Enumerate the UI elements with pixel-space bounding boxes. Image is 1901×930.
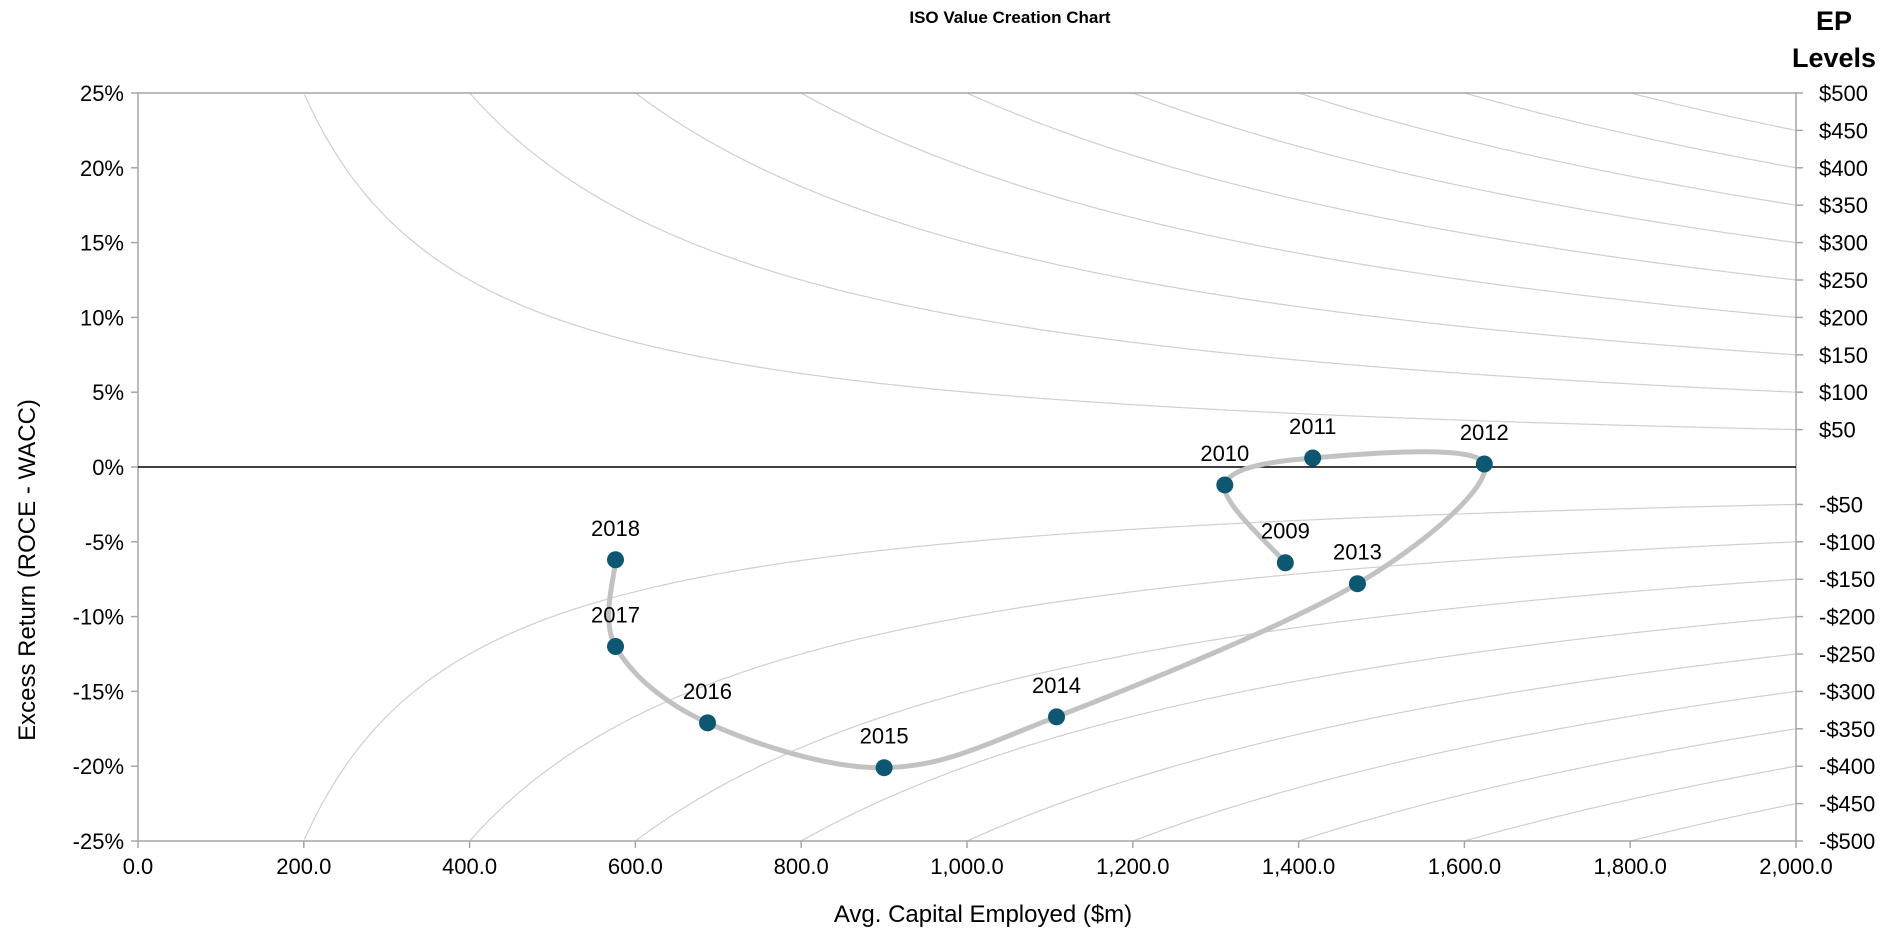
ep-iso-lines (303, 92, 1797, 842)
ep-tick-label: $100 (1819, 380, 1868, 405)
x-tick-label: 1,600.0 (1428, 854, 1501, 879)
ep-iso-line (635, 578, 1797, 842)
ep-tick-label: -$400 (1819, 754, 1875, 779)
data-label-2012: 2012 (1460, 420, 1509, 445)
axes (137, 92, 1797, 842)
ep-iso-line (1132, 690, 1797, 842)
x-tick-label: 1,000.0 (930, 854, 1003, 879)
y-tick-label: 5% (92, 380, 124, 405)
ep-axis-ticks: $500 $450 $400 $350 $300 $250 $200 $150 $100 $50 -… (1796, 81, 1875, 854)
y-axis-title: Excess Return (ROCE - WACC) (14, 399, 41, 741)
data-point-2017 (607, 638, 625, 656)
ep-levels-title-line2: Levels (1792, 43, 1876, 73)
x-axis-ticks: 0.0 200.0 400.0 600.0 800.0 1,000.0 1,200.0 1,4… (123, 841, 1833, 879)
ep-iso-line (1132, 92, 1797, 244)
x-tick-label: 1,200.0 (1096, 854, 1169, 879)
ep-iso-line (1630, 92, 1797, 131)
x-tick-label: 0.0 (123, 854, 154, 879)
ep-iso-line (469, 93, 1797, 393)
ep-tick-label: $400 (1819, 156, 1868, 181)
ep-iso-line (1630, 803, 1797, 842)
chart-title: ISO Value Creation Chart (909, 8, 1111, 27)
ep-iso-line (1464, 765, 1797, 842)
data-label-2011: 2011 (1289, 414, 1336, 439)
ep-iso-line (801, 616, 1797, 842)
ep-iso-line (1298, 92, 1797, 206)
data-label-2017: 2017 (591, 603, 640, 628)
ep-tick-label: $450 (1819, 118, 1868, 143)
ep-iso-line (303, 503, 1797, 840)
x-tick-label: 200.0 (276, 854, 331, 879)
data-point-2011 (1304, 449, 1322, 467)
x-tick-label: 2,000.0 (1759, 854, 1832, 879)
data-label-2013: 2013 (1333, 540, 1382, 565)
ep-iso-line (1464, 92, 1797, 169)
ep-tick-label: -$450 (1819, 792, 1875, 817)
data-point-2010 (1216, 476, 1234, 494)
x-tick-label: 800.0 (774, 854, 829, 879)
ep-tick-label: -$50 (1819, 492, 1863, 517)
data-points: 2009 2010 2011 2012 2013 2014 2015 2016 2017 2018 (591, 414, 1509, 777)
data-label-2016: 2016 (683, 679, 732, 704)
ep-tick-label: $300 (1819, 231, 1868, 256)
ep-tick-label: -$150 (1819, 567, 1875, 592)
ep-tick-label: -$500 (1819, 829, 1875, 854)
ep-tick-label: -$100 (1819, 530, 1875, 555)
ep-tick-label: -$300 (1819, 679, 1875, 704)
y-tick-label: 20% (80, 156, 124, 181)
y-tick-label: 0% (92, 455, 124, 480)
ep-iso-line (469, 541, 1797, 841)
trajectory-line (606, 449, 1488, 771)
data-point-2012 (1475, 455, 1493, 473)
data-label-2015: 2015 (860, 724, 909, 749)
ep-tick-label: -$350 (1819, 717, 1875, 742)
data-point-2009 (1276, 554, 1294, 572)
ep-tick-label: $50 (1819, 418, 1856, 443)
ep-iso-line (967, 653, 1797, 842)
ep-iso-line (801, 92, 1797, 318)
ep-iso-line (635, 92, 1797, 356)
data-label-2009: 2009 (1261, 519, 1310, 544)
data-label-2014: 2014 (1032, 673, 1081, 698)
ep-tick-label: -$200 (1819, 605, 1875, 630)
data-point-2014 (1048, 708, 1066, 726)
ep-tick-label: -$250 (1819, 642, 1875, 667)
ep-tick-label: $200 (1819, 305, 1868, 330)
ep-tick-label: $350 (1819, 193, 1868, 218)
ep-iso-line (967, 92, 1797, 281)
x-tick-label: 1,800.0 (1593, 854, 1666, 879)
data-point-2015 (875, 759, 893, 777)
ep-tick-label: $250 (1819, 268, 1868, 293)
ep-iso-line (1298, 728, 1797, 842)
x-axis-title: Avg. Capital Employed ($m) (834, 901, 1132, 928)
y-tick-label: 15% (80, 231, 124, 256)
y-tick-label: -25% (73, 829, 124, 854)
x-tick-label: 600.0 (608, 854, 663, 879)
y-tick-label: -15% (73, 679, 124, 704)
y-tick-label: 10% (80, 305, 124, 330)
x-tick-label: 400.0 (442, 854, 497, 879)
ep-levels-title-line1: EP (1816, 6, 1852, 36)
ep-iso-line (303, 94, 1797, 431)
ep-tick-label: $500 (1819, 81, 1868, 106)
data-point-2013 (1348, 575, 1366, 593)
ep-tick-label: $150 (1819, 343, 1868, 368)
y-tick-label: 25% (80, 81, 124, 106)
y-tick-label: -10% (73, 605, 124, 630)
data-label-2018: 2018 (591, 516, 640, 541)
x-tick-label: 1,400.0 (1262, 854, 1335, 879)
y-tick-label: -5% (85, 530, 124, 555)
data-label-2010: 2010 (1200, 441, 1249, 466)
data-point-2018 (607, 551, 625, 569)
y-axis-ticks: 25% 20% 15% 10% 5% 0% -5% -10% -15% -20% -25% (73, 81, 138, 854)
data-point-2016 (699, 714, 717, 732)
y-tick-label: -20% (73, 754, 124, 779)
